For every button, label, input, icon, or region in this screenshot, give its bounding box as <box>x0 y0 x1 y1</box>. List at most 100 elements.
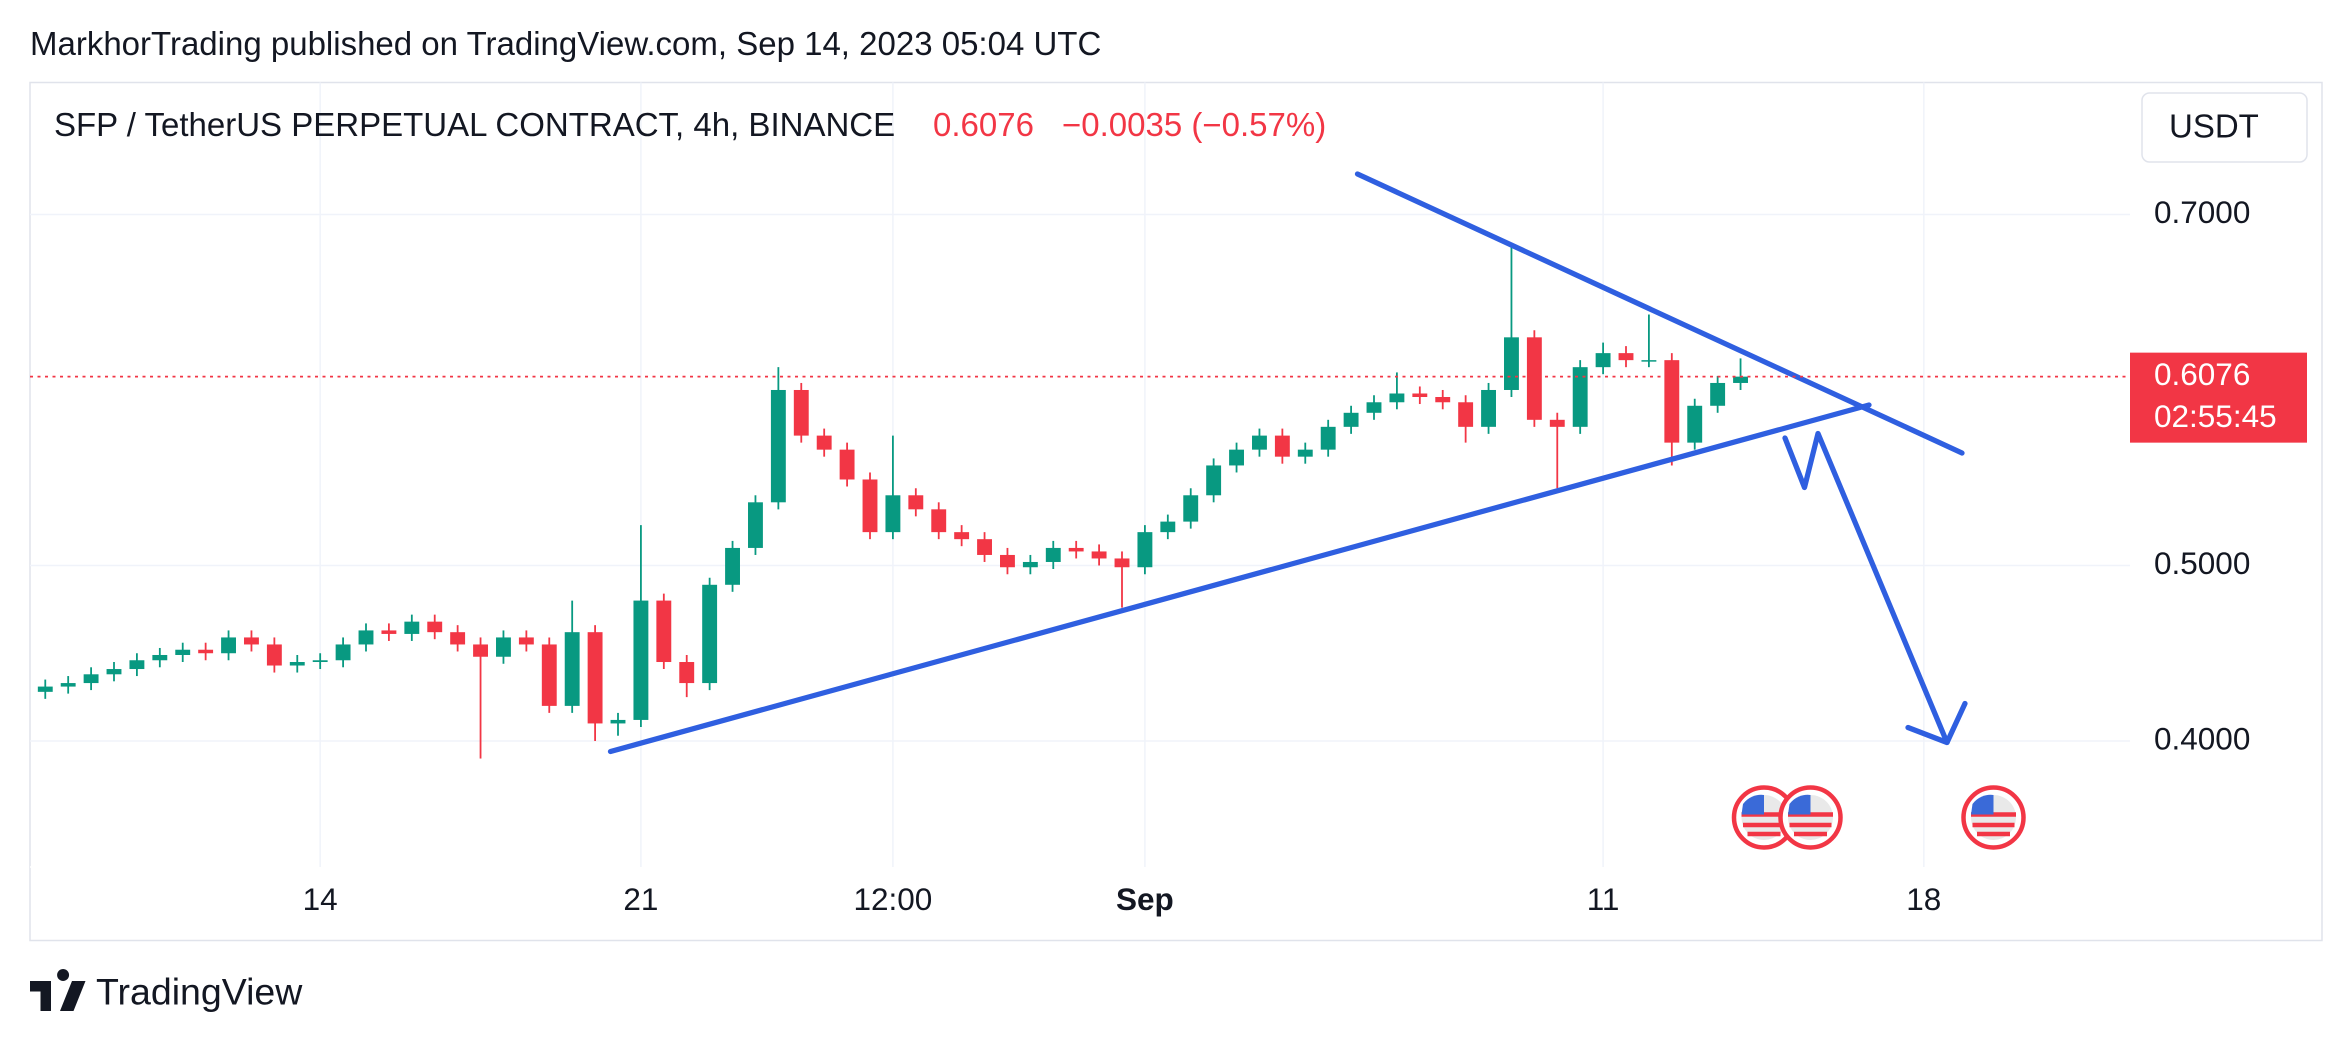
currency-button[interactable] <box>2141 92 2308 163</box>
candle-body <box>473 644 488 657</box>
published-info: MarkhorTrading published on TradingView.… <box>30 25 1101 62</box>
candle-body <box>381 630 397 634</box>
candle <box>1297 442 1313 464</box>
last-price: 0.6076 <box>933 106 1034 143</box>
candle <box>404 614 420 641</box>
candle-body <box>37 686 53 692</box>
candle-body <box>748 502 763 548</box>
candle-body <box>1206 465 1222 496</box>
candle-body <box>1389 393 1405 403</box>
candle-body <box>725 547 740 585</box>
price-tag <box>2130 352 2307 443</box>
candle <box>381 623 397 641</box>
candle-body <box>175 649 191 655</box>
candle <box>1320 419 1336 457</box>
candle <box>1114 551 1130 608</box>
candle-body <box>770 389 786 503</box>
candle <box>610 712 626 736</box>
candle-body <box>656 600 672 663</box>
candle <box>358 623 374 652</box>
candle <box>793 382 809 443</box>
candle <box>1229 442 1244 473</box>
candle <box>931 502 947 540</box>
candle <box>1412 386 1428 405</box>
candle <box>60 676 76 694</box>
candle-body <box>977 539 992 555</box>
candle <box>1687 398 1703 450</box>
symbol-title: SFP / TetherUS PERPETUAL CONTRACT, 4h, B… <box>54 106 895 143</box>
candle <box>1458 395 1474 443</box>
tradingview-logo <box>30 969 86 1011</box>
candle-body <box>1412 393 1428 398</box>
candle <box>885 435 901 540</box>
candle-body <box>1572 367 1588 427</box>
candle-body <box>1160 521 1176 533</box>
candle-body <box>1297 449 1313 457</box>
x-tick-label: 12:00 <box>853 881 932 917</box>
candle <box>1160 514 1176 540</box>
candle-body <box>885 495 901 533</box>
candle <box>1733 358 1748 390</box>
candle-body <box>1435 397 1451 403</box>
candle-body <box>358 630 374 645</box>
x-tick-label: 11 <box>1587 881 1620 917</box>
candle-body <box>1595 353 1611 368</box>
us-flag-icon <box>1961 785 2026 850</box>
candle <box>1389 372 1405 410</box>
arrow-head <box>1905 700 1968 746</box>
y-tick-label: 0.5000 <box>2154 545 2250 581</box>
candle-body <box>1687 405 1703 443</box>
candle <box>266 637 282 673</box>
candle <box>450 625 466 652</box>
currency-label[interactable]: USDT <box>2169 108 2259 145</box>
candle <box>656 593 672 670</box>
candle <box>702 577 718 691</box>
x-tick-label: 14 <box>303 881 338 917</box>
candle-body <box>679 662 695 684</box>
candle <box>198 642 214 661</box>
candle-body <box>1366 402 1382 413</box>
candle <box>1183 488 1199 529</box>
candle-body <box>1526 337 1542 420</box>
candle-body <box>518 637 534 645</box>
candle-body <box>633 600 649 720</box>
x-tick-label: 21 <box>623 881 658 917</box>
candle <box>1595 342 1611 375</box>
candle-body <box>816 435 832 450</box>
candle-body <box>564 632 580 706</box>
candle-body <box>1274 435 1290 457</box>
x-tick-label: Sep <box>1116 881 1174 917</box>
candle-body <box>83 674 99 684</box>
candle <box>862 472 878 540</box>
candle-body <box>312 660 328 663</box>
candle <box>1435 389 1451 410</box>
candle <box>1366 395 1382 420</box>
candle <box>175 642 191 663</box>
candle-body <box>1458 402 1474 427</box>
candle-body <box>1091 551 1107 559</box>
drawings <box>607 171 1968 755</box>
candle-body <box>862 479 878 533</box>
candle-body <box>266 644 282 666</box>
candle <box>1549 412 1565 489</box>
candle <box>725 540 740 592</box>
candle <box>908 488 924 517</box>
candle-body <box>587 632 603 724</box>
x-tick-label: 18 <box>1906 881 1941 917</box>
candle <box>1572 360 1588 434</box>
candle <box>816 428 832 457</box>
candle <box>221 630 236 661</box>
candle-body <box>496 637 511 657</box>
candle <box>1022 554 1038 575</box>
candle-body <box>931 509 947 533</box>
candle-body <box>702 584 718 684</box>
candle-body <box>610 719 626 724</box>
candle <box>312 653 328 670</box>
price-tag-value: 0.6076 <box>2154 356 2250 392</box>
candle <box>770 367 786 510</box>
candle-body <box>129 660 145 670</box>
candle-body <box>1252 435 1267 450</box>
us-flag-icon <box>1731 785 1797 850</box>
candle-body <box>541 644 557 706</box>
